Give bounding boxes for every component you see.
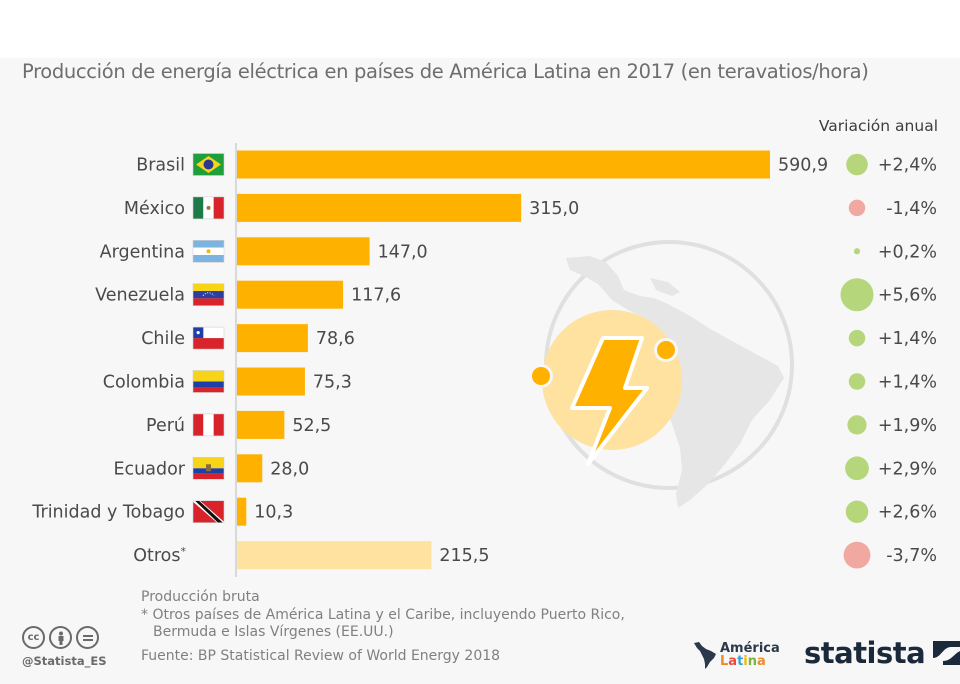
variation-label: +1,4% [878, 373, 937, 393]
category-label: Otros* [133, 545, 186, 566]
bar-6 [237, 410, 285, 439]
flags-group [192, 153, 225, 524]
note-others-footnote-cont: Bermuda e Islas Vírgenes (EE.UU.) [153, 624, 394, 640]
variation-bubble [848, 199, 866, 217]
america-latina-logo: América Latina [693, 640, 780, 670]
category-label: Brasil [136, 156, 185, 176]
value-label: 117,6 [351, 286, 401, 306]
variation-label: +0,2% [878, 242, 937, 262]
category-labels-group: Brasil México Argentina Venezuela Chile Colom… [31, 156, 186, 567]
variation-bubble [845, 456, 869, 481]
annual-variation-header: Variación anual [818, 117, 938, 135]
partner-logo-line1: América [720, 641, 780, 656]
orbit-dot-icon [532, 367, 550, 385]
venezuela-flag [192, 283, 225, 307]
note-others-footnote: * Otros países de América Latina y el Ca… [141, 606, 625, 623]
lightning-bolt-icon [570, 336, 649, 466]
value-label: 52,5 [292, 416, 331, 436]
orbit-dot-icon [657, 341, 675, 359]
bar-4 [237, 324, 308, 353]
category-label: Venezuela [95, 286, 185, 306]
variation-label: -3,7% [886, 546, 937, 566]
variation-label: +2,9% [878, 459, 937, 479]
latin-america-silhouette-icon [694, 642, 716, 669]
statista-logo[interactable]: statista [804, 636, 960, 670]
globe-lightning-illustration [529, 240, 794, 508]
value-label: 315,0 [529, 199, 579, 219]
value-label: 590,9 [778, 156, 828, 176]
chart-title: Producción de energía eléctrica en paíse… [22, 60, 869, 83]
value-label: 147,0 [378, 242, 428, 262]
value-label: 28,0 [270, 459, 309, 479]
variation-bubble [848, 329, 866, 347]
variation-bubble [846, 153, 868, 176]
variation-label: +5,6% [878, 286, 937, 306]
bar-1 [237, 193, 522, 222]
bar-0 [237, 150, 770, 179]
variation-label: +2,4% [878, 156, 937, 176]
category-label: México [124, 199, 185, 219]
bar-9 [237, 541, 432, 570]
bar-3 [237, 280, 344, 309]
colombia-flag [192, 370, 225, 393]
variation-bubble [847, 415, 867, 435]
category-label: Perú [146, 416, 185, 436]
variation-label: +1,9% [878, 416, 937, 436]
category-label: Colombia [103, 373, 185, 393]
bar-2 [237, 237, 370, 266]
bar-8 [237, 497, 247, 526]
value-label: 215,5 [439, 546, 489, 566]
partner-logo-line2: Latina [720, 654, 766, 669]
argentina-flag [192, 240, 225, 263]
cc-icon: cc [22, 626, 45, 649]
chart-notes: Producción bruta * Otros países de Améri… [141, 589, 625, 665]
category-label: Argentina [100, 242, 185, 262]
value-label: 75,3 [313, 373, 352, 393]
variation-bubble [845, 500, 869, 523]
variation-label: -1,4% [886, 199, 937, 219]
attribution-icon [49, 626, 72, 649]
annual-variation-group: +2,4% -1,4% +0,2% +5,6% +1,4% +1,4% +1,9% +2,9%… [840, 153, 937, 569]
statista-wordmark: statista [804, 636, 926, 670]
variation-bubble [848, 373, 866, 390]
chile-flag [192, 326, 225, 350]
trinidad-tobago-flag [192, 500, 225, 524]
category-label: Trinidad y Tobago [31, 503, 185, 523]
bar-7 [237, 454, 263, 483]
category-label: Ecuador [113, 459, 185, 479]
source-note: Fuente: BP Statistical Review of World E… [141, 647, 501, 664]
value-label: 78,6 [316, 329, 355, 349]
variation-label: +1,4% [878, 329, 937, 349]
twitter-handle[interactable]: @Statista_ES [22, 654, 107, 668]
peru-flag [192, 413, 225, 437]
license-icons[interactable]: cc [22, 626, 99, 649]
value-label: 10,3 [254, 503, 293, 523]
variation-bubble [843, 541, 871, 569]
brazil-flag [192, 153, 225, 176]
variation-bubble [840, 278, 874, 312]
caribbean-islands-icon [650, 278, 680, 296]
bars-group [237, 150, 770, 570]
variation-label: +2,6% [878, 503, 937, 523]
category-label: Chile [141, 329, 185, 349]
statista-mark-icon [933, 641, 960, 665]
mexico-flag [192, 196, 225, 220]
no-derivatives-icon [76, 626, 99, 649]
bar-5 [237, 367, 305, 396]
value-labels-group: 590,9 315,0 147,0 117,6 78,6 75,3 52,5 28,0 10,3… [254, 156, 828, 567]
note-gross-production: Producción bruta [141, 589, 260, 605]
variation-bubble [853, 248, 861, 255]
ecuador-flag [192, 456, 225, 480]
